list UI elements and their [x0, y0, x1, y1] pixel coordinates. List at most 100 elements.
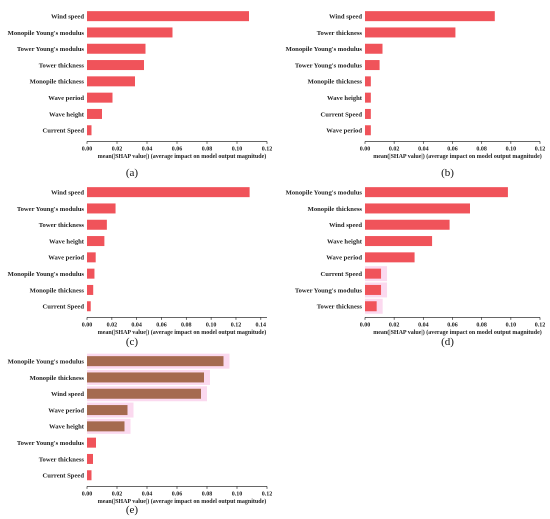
bar [87, 187, 250, 198]
panel-caption: (a) [126, 167, 139, 179]
category-label: Wave period [48, 255, 84, 262]
bar [87, 219, 107, 230]
x-tick-label: 0.08 [476, 322, 487, 328]
category-label: Wind speed [51, 189, 84, 196]
bar [87, 356, 224, 367]
x-tick-label: 0.06 [447, 146, 458, 152]
bar [365, 236, 433, 247]
panel-caption: (d) [441, 336, 454, 348]
category-label: Tower Young's modulus [295, 62, 363, 69]
category-label: Tower thickness [39, 456, 85, 463]
category-label: Tower Young's modulus [17, 46, 85, 53]
category-label: Monopile thickness [308, 79, 363, 86]
x-tick-label: 0.02 [112, 491, 123, 497]
x-axis-label: mean(|SHAP value|) (average impact on mo… [98, 153, 266, 160]
category-label: Monopile thickness [30, 375, 85, 382]
x-tick-label: 0.06 [172, 146, 183, 152]
x-tick-label: 0.12 [231, 322, 242, 328]
category-label: Monopile Young's modulus [286, 46, 363, 53]
panel-caption: (e) [126, 504, 139, 516]
x-tick-label: 0.00 [360, 146, 371, 152]
bar [365, 252, 415, 263]
bar [87, 43, 146, 54]
x-tick-label: 0.10 [506, 146, 517, 152]
bar [87, 437, 96, 448]
x-tick-label: 0.08 [476, 146, 487, 152]
category-label: Tower thickness [317, 30, 363, 37]
bar [365, 301, 377, 312]
x-tick-label: 0.00 [82, 491, 93, 497]
category-label: Wave height [327, 238, 363, 245]
x-tick-label: 0.06 [156, 322, 167, 328]
category-label: Wave height [49, 238, 85, 245]
bar [87, 405, 128, 416]
category-label: Wave period [48, 95, 84, 102]
category-label: Tower thickness [39, 62, 85, 69]
x-tick-label: 0.12 [535, 146, 546, 152]
bar [365, 187, 508, 198]
category-label: Monopile Young's modulus [8, 271, 85, 278]
bar [87, 453, 93, 464]
bar [87, 236, 105, 247]
x-tick-label: 0.10 [206, 322, 217, 328]
x-tick-label: 0.08 [202, 146, 213, 152]
category-label: Wind speed [329, 13, 362, 20]
x-tick-label: 0.00 [82, 322, 93, 328]
x-tick-label: 0.04 [418, 146, 429, 152]
chart-panel-1: Wind speed Monopile Young's modulus Tower … [8, 11, 273, 179]
category-label: Wave height [327, 95, 363, 102]
x-tick-label: 0.08 [181, 322, 192, 328]
category-label: Monopile Young's modulus [286, 189, 363, 196]
chart-panel-2: Wind speed Tower thickness Monopile Young'… [286, 11, 546, 179]
x-axis-label: mean(|SHAP value|) (average impact on mo… [373, 329, 541, 336]
x-tick-label: 0.10 [232, 146, 243, 152]
chart-panel-4: Monopile Young's modulus Monopile thickne… [286, 187, 545, 348]
category-label: Tower thickness [39, 222, 85, 229]
bar [365, 108, 371, 119]
bar [87, 60, 144, 71]
bar [87, 268, 95, 279]
x-tick-label: 0.04 [418, 322, 429, 328]
x-tick-label: 0.06 [447, 322, 458, 328]
bar [87, 125, 92, 136]
category-label: Monopile Young's modulus [8, 30, 85, 37]
x-axis-label: mean(|SHAP value|) (average impact on mo… [373, 153, 541, 160]
category-label: Tower thickness [317, 304, 363, 311]
category-label: Current Speed [43, 128, 85, 135]
bar [365, 284, 382, 295]
bar [365, 203, 470, 214]
category-label: Wind speed [51, 13, 84, 20]
x-tick-label: 0.02 [389, 322, 400, 328]
bar [365, 43, 383, 54]
category-label: Tower Young's modulus [295, 287, 363, 294]
bar [365, 60, 380, 71]
bar [365, 11, 495, 22]
bar [87, 108, 102, 119]
category-label: Tower Young's modulus [17, 206, 85, 213]
x-tick-label: 0.00 [360, 322, 371, 328]
chart-panel-5: Monopile Young's modulus Monopile thickne… [8, 353, 272, 516]
panel-caption: (b) [441, 167, 454, 179]
x-axis-label: mean(|SHAP value|) (average impact on mo… [98, 498, 266, 505]
x-tick-label: 0.08 [202, 491, 213, 497]
x-tick-label: 0.02 [389, 146, 400, 152]
chart-panel-3: Wind speed Tower Young's modulus Tower thi… [8, 187, 267, 348]
bar [365, 268, 382, 279]
x-tick-label: 0.06 [172, 491, 183, 497]
bar [365, 219, 450, 230]
bar [87, 27, 173, 38]
category-label: Current Speed [43, 304, 85, 311]
bar [87, 252, 96, 263]
category-label: Tower Young's modulus [17, 440, 85, 447]
category-label: Wave period [48, 407, 84, 414]
x-tick-label: 0.12 [262, 146, 273, 152]
category-label: Monopile thickness [30, 287, 85, 294]
category-label: Wave height [49, 111, 85, 118]
bar [87, 203, 116, 214]
category-label: Wave height [49, 424, 85, 431]
bar [87, 92, 113, 103]
bar [365, 27, 456, 38]
category-label: Wave period [326, 128, 362, 135]
bar [87, 11, 249, 22]
bar [87, 421, 125, 432]
